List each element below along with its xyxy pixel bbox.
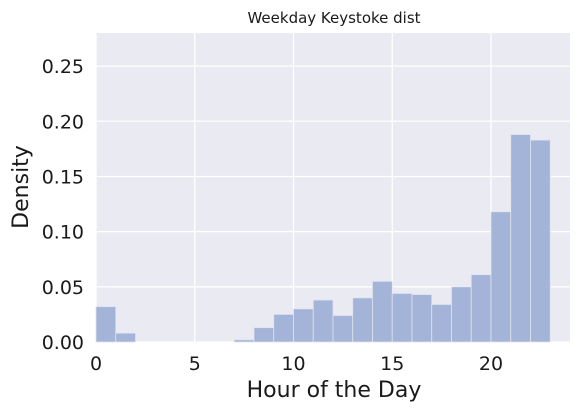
x-axis-label: Hour of the Day xyxy=(247,378,422,403)
histogram-bars xyxy=(95,134,551,343)
chart-title: Weekday Keystoke dist xyxy=(247,9,420,27)
histogram-bar-15 xyxy=(391,293,413,343)
histogram-bar-17 xyxy=(431,304,452,343)
histogram-bar-22 xyxy=(530,139,551,343)
y-tick-label: 0.20 xyxy=(42,111,84,133)
histogram-bar-20 xyxy=(490,211,512,343)
histogram-bar-11 xyxy=(312,299,334,343)
histogram-bar-12 xyxy=(332,315,354,343)
y-tick-label: 0.10 xyxy=(42,222,84,244)
y-tick-label: 0.25 xyxy=(42,56,84,78)
x-tick-label: 5 xyxy=(189,353,201,375)
histogram-bar-19 xyxy=(470,274,492,343)
histogram-bar-7 xyxy=(233,339,255,343)
histogram-bar-10 xyxy=(293,308,314,343)
histogram-bar-21 xyxy=(510,134,531,343)
y-tick-label: 0.15 xyxy=(42,166,84,188)
histogram-bar-0 xyxy=(95,306,117,343)
x-tick-label: 10 xyxy=(281,353,305,375)
histogram-bar-13 xyxy=(352,297,373,343)
histogram-bar-9 xyxy=(273,314,294,343)
grid-lines xyxy=(95,33,570,343)
x-axis-ticks: 0 5 10 15 20 xyxy=(90,353,503,375)
histogram-bar-14 xyxy=(372,280,393,343)
x-tick-label: 15 xyxy=(380,353,404,375)
histogram-bar-8 xyxy=(253,327,275,343)
y-axis-label: Density xyxy=(9,145,34,229)
y-axis-ticks: 0.00 0.05 0.10 0.15 0.20 0.25 xyxy=(42,56,84,354)
x-tick-label: 20 xyxy=(479,353,503,375)
y-tick-label: 0.05 xyxy=(42,277,84,299)
y-tick-label: 0.00 xyxy=(42,332,84,354)
histogram-bar-18 xyxy=(451,286,472,343)
histogram-bar-1 xyxy=(115,332,136,343)
x-tick-label: 0 xyxy=(90,353,102,375)
histogram-bar-16 xyxy=(411,294,433,343)
